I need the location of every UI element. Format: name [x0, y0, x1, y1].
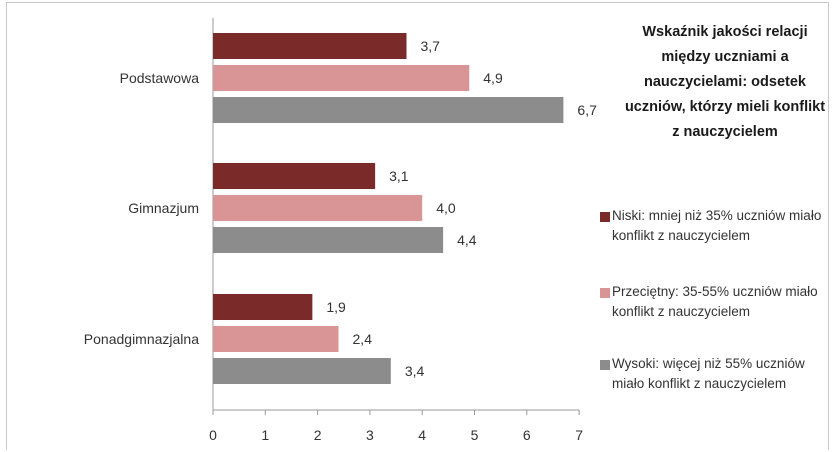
- data-label: 4,9: [483, 70, 503, 86]
- bar: [213, 358, 391, 384]
- data-label: 4,4: [457, 232, 477, 248]
- x-tick-label: 0: [209, 427, 217, 443]
- data-label: 3,1: [389, 168, 409, 184]
- bar: [213, 33, 407, 59]
- bar: [213, 227, 444, 253]
- legend-item-wysoki: Wysoki: więcej niż 55% uczniów miało kon…: [600, 354, 832, 394]
- category-label: Ponadgimnazjalna: [84, 331, 199, 347]
- bar: [213, 65, 470, 91]
- bar: [213, 163, 376, 189]
- legend-item-przecietny: Przeciętny: 35-55% uczniów miało konflik…: [600, 282, 832, 322]
- x-tick-label: 2: [314, 427, 322, 443]
- legend-label-wysoki: Wysoki: więcej niż 55% uczniów miało kon…: [612, 356, 805, 391]
- x-tick-label: 6: [523, 427, 531, 443]
- x-tick-label: 7: [575, 427, 583, 443]
- bar: [213, 97, 564, 123]
- legend-swatch-przecietny: [600, 288, 610, 298]
- bar: [213, 294, 313, 320]
- bar: [213, 195, 423, 221]
- x-tick-label: 4: [418, 427, 426, 443]
- legend-swatch-wysoki: [600, 360, 610, 370]
- data-label: 3,7: [421, 38, 441, 54]
- chart-title: Wskaźnik jakości relacji między uczniami…: [624, 24, 826, 140]
- legend-label-niski: Niski: mniej niż 35% uczniów miało konfl…: [612, 208, 822, 243]
- data-label: 2,4: [353, 331, 373, 347]
- x-tick-label: 1: [261, 427, 269, 443]
- legend-label-przecietny: Przeciętny: 35-55% uczniów miało konflik…: [612, 284, 818, 319]
- data-label: 4,0: [436, 200, 456, 216]
- category-label: Podstawowa: [120, 70, 200, 86]
- legend-swatch-niski: [600, 212, 610, 222]
- x-tick-label: 3: [366, 427, 374, 443]
- category-label: Gimnazjum: [128, 200, 199, 216]
- data-label: 3,4: [405, 363, 425, 379]
- chart-frame: [6, 2, 829, 450]
- data-label: 1,9: [326, 299, 346, 315]
- legend-item-niski: Niski: mniej niż 35% uczniów miało konfl…: [600, 206, 832, 246]
- x-tick-label: 5: [471, 427, 479, 443]
- data-label: 6,7: [577, 102, 597, 118]
- bar: [213, 326, 339, 352]
